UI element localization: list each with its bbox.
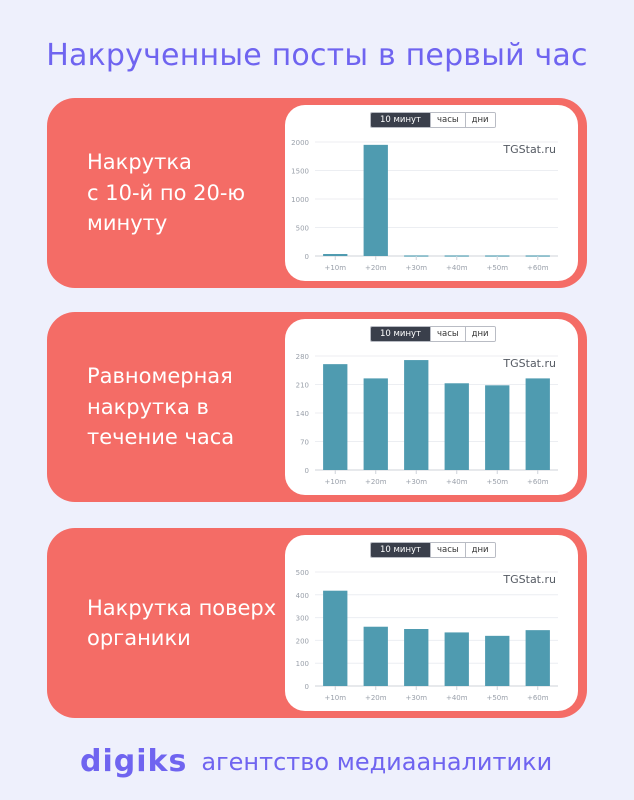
period-tabs: 10 минут часы дни [370,326,496,342]
bar [525,630,550,686]
x-tick-label: +40m [446,264,468,272]
tgstat-watermark: TGStat.ru [502,573,556,586]
period-tabs: 10 минут часы дни [370,112,496,128]
bar [525,378,550,470]
tab-hours[interactable]: часы [430,113,465,127]
x-tick-label: +30m [405,694,427,702]
page-title: Накрученные посты в первый час [46,38,588,73]
x-tick-label: +10m [324,264,346,272]
x-tick-label: +30m [405,478,427,486]
brand-footer: digiks агентство медиааналитики [80,744,552,779]
y-tick-label: 0 [305,253,309,261]
y-tick-label: 280 [296,353,309,361]
bar-chart: 0 500 1000 1500 2000 TGStat.ru +10m +20m +30m +40… [291,139,558,272]
bar [363,144,388,256]
bar [485,635,510,686]
tab-days[interactable]: дни [464,543,495,557]
chart-card-2: Равномерная накрутка в течение часа 10 м… [47,312,587,502]
tab-10-minutes[interactable]: 10 минут [371,327,430,341]
caption-line: с 10-й по 20-ю [87,180,246,205]
chart-panel: 10 минут часы дни 0 70 140 210 280 TGStat.ru +… [285,319,578,495]
tab-hours[interactable]: часы [430,327,465,341]
tgstat-watermark: TGStat.ru [502,357,556,370]
card-caption: Накрутка поверх органики [87,528,287,718]
brand-tagline: агентство медиааналитики [201,747,553,776]
x-tick-label: +50m [486,478,508,486]
bar [323,364,348,470]
y-tick-label: 2000 [291,139,309,147]
bar [363,378,388,470]
x-tick-label: +20m [365,694,387,702]
y-tick-label: 0 [305,467,309,475]
caption-line: органики [87,626,191,650]
caption-line: Равномерная [87,364,233,389]
y-tick-label: 500 [296,569,309,577]
y-tick-label: 500 [296,225,309,233]
bar [404,629,429,686]
x-tick-label: +40m [446,478,468,486]
x-tick-label: +40m [446,694,468,702]
chart-card-3: Накрутка поверх органики 10 минут часы д… [47,528,587,718]
y-tick-label: 1500 [291,168,309,176]
card-caption: Равномерная накрутка в течение часа [87,312,287,502]
bar [404,360,429,470]
x-tick-label: +10m [324,694,346,702]
tab-10-minutes[interactable]: 10 минут [371,113,430,127]
digiks-logo: digiks [80,744,188,779]
bar [323,254,348,256]
bar [363,626,388,686]
x-tick-label: +60m [527,694,549,702]
chart-panel: 10 минут часы дни 0 500 1000 1500 2000 TGStat… [285,105,578,281]
caption-line: Накрутка [87,150,192,175]
bar [323,590,348,686]
x-tick-label: +10m [324,478,346,486]
tab-10-minutes[interactable]: 10 минут [371,543,430,557]
y-tick-label: 0 [305,683,309,691]
chart-card-1: Накрутка с 10-й по 20-ю минуту 10 минут … [47,98,587,288]
x-tick-label: +60m [527,478,549,486]
x-tick-label: +20m [365,478,387,486]
tab-days[interactable]: дни [464,327,495,341]
tab-days[interactable]: дни [464,113,495,127]
y-tick-label: 210 [296,382,309,390]
bar-chart: 0 100 200 300 400 500 TGStat.ru +10m +20m +30m +40… [296,569,558,702]
bar [444,383,469,470]
tab-hours[interactable]: часы [430,543,465,557]
y-tick-label: 1000 [291,196,309,204]
y-tick-label: 200 [296,637,309,645]
x-tick-label: +50m [486,694,508,702]
x-tick-label: +30m [405,264,427,272]
period-tabs: 10 минут часы дни [370,542,496,558]
card-caption: Накрутка с 10-й по 20-ю минуту [87,98,287,288]
bar-chart: 0 70 140 210 280 TGStat.ru +10m +20m +30m +40m +50… [296,353,558,486]
caption-line: течение часа [87,425,235,450]
y-tick-label: 100 [296,660,309,668]
caption-line: минуту [87,211,168,236]
bar [485,385,510,470]
caption-line: накрутка в [87,394,209,419]
y-tick-label: 140 [296,410,309,418]
y-tick-label: 70 [300,439,309,447]
x-tick-label: +60m [527,264,549,272]
x-tick-label: +50m [486,264,508,272]
x-tick-label: +20m [365,264,387,272]
chart-panel: 10 минут часы дни 0 100 200 300 400 500 TGStat… [285,535,578,711]
caption-line: Накрутка поверх [87,595,277,620]
y-tick-label: 400 [296,592,309,600]
tgstat-watermark: TGStat.ru [502,143,556,156]
bar [444,632,469,686]
y-tick-label: 300 [296,615,309,623]
